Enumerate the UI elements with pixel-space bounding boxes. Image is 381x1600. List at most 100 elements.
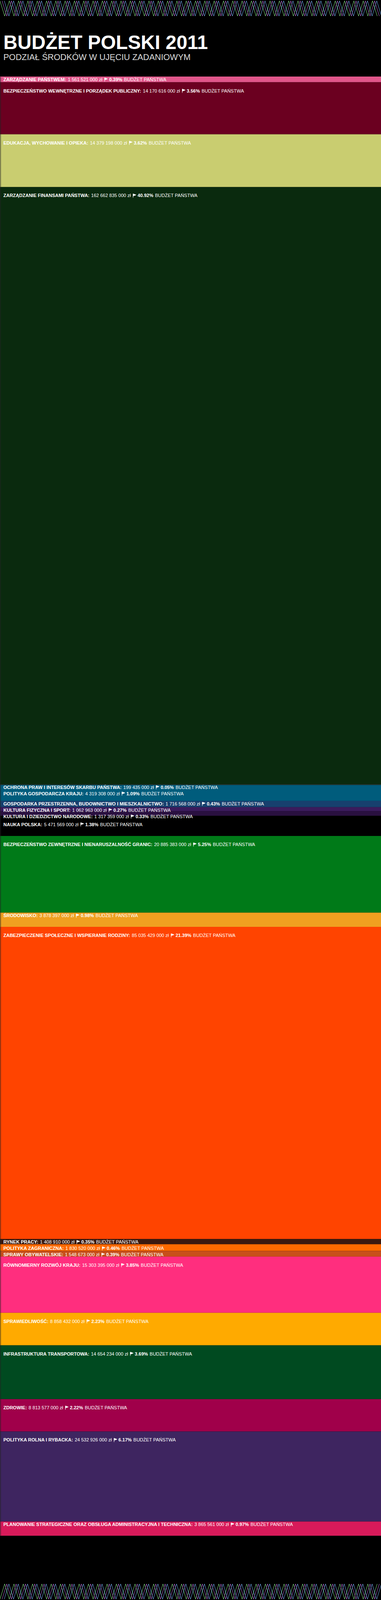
- flag-icon: [130, 1353, 134, 1358]
- segment-label: ZARZĄDZANIE PAŃSTWEM:1 561 521 000 zł0.3…: [3, 77, 167, 83]
- segment-label: POLITYKA ZAGRANICZNA:1 830 520 000 zł0.4…: [3, 1247, 165, 1253]
- category-name: POLITYKA GOSPODARCZA KRAJU:: [3, 792, 84, 798]
- share-suffix: BUDŻET PAŃSTWA: [148, 140, 192, 146]
- share-suffix: BUDŻET PAŃSTWA: [84, 1406, 128, 1412]
- budget-segment: [0, 927, 381, 1241]
- share-label: 1.09%: [126, 792, 140, 798]
- value-label: 1 716 568 000 zł: [165, 802, 201, 808]
- segment-label: ZARZĄDZANIE FINANSAMI PAŃSTWA:162 662 83…: [3, 193, 198, 199]
- category-name: RYNEK PRACY:: [3, 1240, 39, 1246]
- segment-label: BEZPIECZEŃSTWO WEWNĘTRZNE I PORZĄDEK PUB…: [3, 88, 245, 94]
- flag-icon: [156, 786, 160, 791]
- segment-label: RÓWNOMIERNY ROZWÓJ KRAJU:15 303 395 000 …: [3, 1264, 184, 1270]
- share-suffix: BUDŻET PAŃSTWA: [250, 1523, 294, 1529]
- share-suffix: BUDŻET PAŃSTWA: [95, 913, 139, 920]
- title: BUDŻET POLSKI 2011: [3, 31, 208, 54]
- segment-label: ZDROWIE:8 813 577 000 zł2.22%BUDŻET PAŃS…: [3, 1406, 128, 1412]
- flag-icon: [131, 815, 135, 820]
- bars: [0, 76, 381, 1538]
- zigzag: [0, 0, 378, 17]
- share-label: 3.85%: [125, 1264, 139, 1270]
- decoration: [0, 0, 381, 1600]
- zigzag: [2, 0, 380, 17]
- category-name: KULTURA FIZYCZNA I SPORT:: [3, 808, 71, 814]
- subtitle: PODZIAŁ ŚRODKÓW W UJĘCIU ZADANIOWYM: [3, 52, 191, 62]
- budget-segment: [0, 1314, 381, 1348]
- budget-segment: [0, 1523, 381, 1538]
- flag-icon: [102, 1247, 105, 1252]
- category-name: POLITYKA ROLNA I RYBACKA:: [3, 1438, 73, 1444]
- share-label: 3.69%: [134, 1352, 148, 1359]
- share-label: 2.23%: [91, 1320, 105, 1326]
- flag-icon: [108, 809, 112, 814]
- category-name: ZARZĄDZANIE PAŃSTWEM:: [3, 77, 67, 83]
- segment-label: EDUKACJA, WYCHOWANIE I OPIEKA:14 379 198…: [3, 140, 192, 146]
- value-label: 1 561 521 000 zł: [67, 77, 103, 83]
- segment-label: ZABEZPIECZENIE SPOŁECZNE I WSPIERANIE RO…: [3, 933, 236, 939]
- category-name: INFRASTRUKTURA TRANSPORTOWA:: [3, 1352, 90, 1359]
- category-name: POLITYKA ZAGRANICZNA:: [3, 1247, 64, 1253]
- budget-segment: [0, 1400, 381, 1434]
- budget-segment: [0, 1240, 381, 1246]
- background: [0, 0, 381, 1600]
- budget-segment: [0, 1258, 381, 1315]
- share-suffix: BUDŻET PAŃSTWA: [212, 842, 256, 848]
- share-label: 5.25%: [197, 842, 211, 848]
- segment-label: SPRAWIEDLIWOŚĆ:8 858 432 000 zł2.23%BUDŻ…: [3, 1320, 150, 1326]
- flag-icon: [113, 1439, 117, 1444]
- value-label: 14 379 198 000 zł: [89, 140, 127, 146]
- value-label: 8 813 577 000 zł: [28, 1406, 64, 1412]
- share-label: 0.97%: [235, 1523, 249, 1529]
- share-label: 0.39%: [106, 1253, 120, 1259]
- flag-icon: [121, 1264, 125, 1269]
- flag-icon: [129, 141, 133, 146]
- value-label: 5 471 569 000 zł: [44, 822, 79, 829]
- share-label: 0.35%: [81, 1240, 95, 1246]
- budget-segment: [0, 913, 381, 928]
- value-label: 3 878 397 000 zł: [39, 913, 75, 920]
- category-name: PLANOWANIE STRATEGICZNE ORAZ OBSŁUGA ADM…: [3, 1523, 193, 1529]
- share-suffix: BUDŻET PAŃSTWA: [128, 808, 172, 814]
- axis-line: [0, 77, 1, 1538]
- value-label: 199 435 000 zł: [123, 785, 155, 791]
- share-suffix: BUDŻET PAŃSTWA: [133, 1438, 177, 1444]
- category-name: NAUKA POLSKA:: [3, 822, 43, 829]
- category-name: SPRAWIEDLIWOŚĆ:: [3, 1320, 49, 1326]
- budget-segment: [0, 187, 381, 785]
- share-label: 0.05%: [160, 785, 174, 791]
- budget-segment: [0, 801, 381, 809]
- budget-segment: [0, 1347, 381, 1401]
- share-suffix: BUDŻET PAŃSTWA: [124, 77, 167, 83]
- zigzag: [4, 1585, 381, 1600]
- share-label: 0.27%: [113, 808, 127, 814]
- segment-label: INFRASTRUKTURA TRANSPORTOWA:14 654 234 0…: [3, 1352, 193, 1359]
- share-suffix: BUDŻET PAŃSTWA: [99, 822, 143, 829]
- share-suffix: BUDŻET PAŃSTWA: [193, 933, 236, 939]
- category-name: ZABEZPIECZENIE SPOŁECZNE I WSPIERANIE RO…: [3, 933, 130, 939]
- share-label: 0.98%: [80, 913, 94, 920]
- share-suffix: BUDŻET PAŃSTWA: [175, 785, 219, 791]
- share-suffix: BUDŻET PAŃSTWA: [154, 193, 198, 199]
- share-label: 21.39%: [175, 933, 192, 939]
- value-label: 24 532 926 000 zł: [74, 1438, 112, 1444]
- share-label: 0.43%: [206, 802, 220, 808]
- value-label: 1 548 673 000 zł: [64, 1253, 100, 1259]
- budget-segment: [0, 785, 381, 802]
- category-name: OCHRONA PRAW I INTERESÓW SKARBU PAŃSTWA:: [3, 785, 122, 791]
- category-name: GOSPODARKA PRZESTRZENNA, BUDOWNICTWO I M…: [3, 802, 164, 808]
- segment-label: POLITYKA GOSPODARCZA KRAJU:4 319 308 000…: [3, 792, 185, 798]
- flag-icon: [193, 843, 197, 848]
- flag-icon: [76, 914, 80, 919]
- category-name: BEZPIECZEŃSTWO WEWNĘTRZNE I PORZĄDEK PUB…: [3, 88, 142, 94]
- flag-icon: [182, 89, 186, 94]
- share-suffix: BUDŻET PAŃSTWA: [96, 1240, 139, 1246]
- value-label: 1 062 963 000 zł: [71, 808, 107, 814]
- flag-icon: [121, 792, 125, 797]
- budget-segment: [0, 836, 381, 914]
- zigzag: [0, 1585, 378, 1600]
- category-name: EDUKACJA, WYCHOWANIE I OPIEKA:: [3, 140, 89, 146]
- category-name: RÓWNOMIERNY ROZWÓJ KRAJU:: [3, 1264, 81, 1270]
- share-label: 3.56%: [186, 88, 200, 94]
- segment-label: PLANOWANIE STRATEGICZNE ORAZ OBSŁUGA ADM…: [3, 1523, 293, 1529]
- share-label: 1.38%: [85, 822, 99, 829]
